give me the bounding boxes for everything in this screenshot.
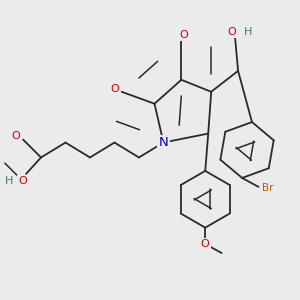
Text: O: O: [11, 131, 20, 141]
Text: O: O: [227, 27, 236, 37]
Text: H: H: [4, 176, 13, 186]
Text: O: O: [18, 176, 27, 186]
Text: H: H: [244, 27, 253, 37]
Text: N: N: [159, 136, 168, 149]
Text: O: O: [179, 30, 188, 40]
Text: Br: Br: [262, 183, 273, 194]
Text: O: O: [111, 84, 119, 94]
Text: O: O: [201, 239, 210, 249]
